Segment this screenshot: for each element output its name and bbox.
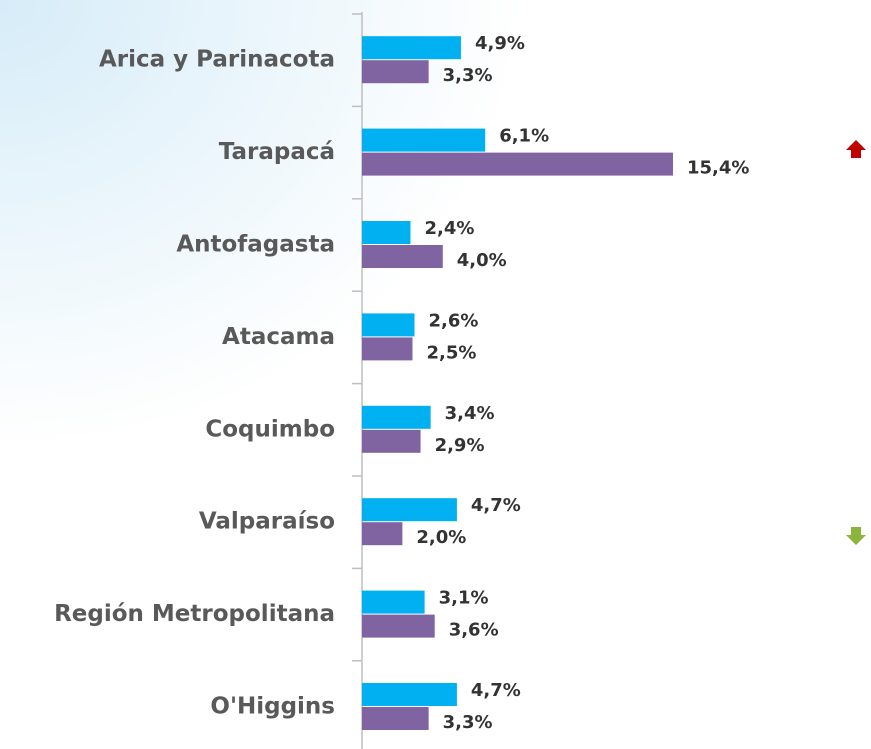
bar — [362, 221, 411, 244]
value-label: 4,0% — [457, 250, 507, 271]
bar — [362, 152, 673, 176]
bar — [362, 683, 457, 706]
category-label: Región Metropolitana — [54, 601, 335, 627]
bar — [362, 614, 435, 638]
category-label: Coquimbo — [205, 416, 335, 442]
category-label: Arica y Parinacota — [99, 47, 335, 73]
bar — [362, 429, 421, 453]
down-arrow — [846, 527, 866, 545]
bar — [362, 498, 457, 522]
value-label: 15,4% — [687, 158, 749, 179]
bar — [362, 36, 461, 60]
value-label: 2,5% — [426, 342, 476, 363]
bar — [362, 522, 403, 546]
value-label: 4,9% — [475, 33, 525, 54]
value-label: 4,7% — [471, 680, 521, 701]
category-label: Atacama — [222, 324, 335, 350]
value-label: 3,4% — [445, 403, 495, 424]
bar — [362, 337, 413, 361]
value-label: 3,3% — [443, 65, 493, 86]
bar — [362, 245, 443, 268]
value-label: 2,9% — [435, 435, 485, 456]
up-arrow — [846, 140, 866, 158]
bar — [362, 707, 429, 730]
category-label: Antofagasta — [176, 232, 335, 258]
category-label: O'Higgins — [210, 694, 335, 720]
category-label: Tarapacá — [219, 139, 335, 165]
value-label: 3,6% — [449, 620, 499, 641]
value-label: 3,3% — [443, 712, 493, 733]
category-label: Valparaíso — [199, 509, 335, 535]
value-label: 2,6% — [429, 310, 479, 331]
value-label: 4,7% — [471, 495, 521, 516]
value-label: 6,1% — [499, 126, 549, 147]
value-label: 3,1% — [439, 588, 489, 609]
bar — [362, 590, 425, 614]
value-label: 2,4% — [424, 218, 474, 239]
bar — [362, 60, 429, 84]
bar — [362, 313, 415, 337]
bar — [362, 128, 486, 152]
value-label: 2,0% — [416, 527, 466, 548]
bar — [362, 405, 431, 429]
